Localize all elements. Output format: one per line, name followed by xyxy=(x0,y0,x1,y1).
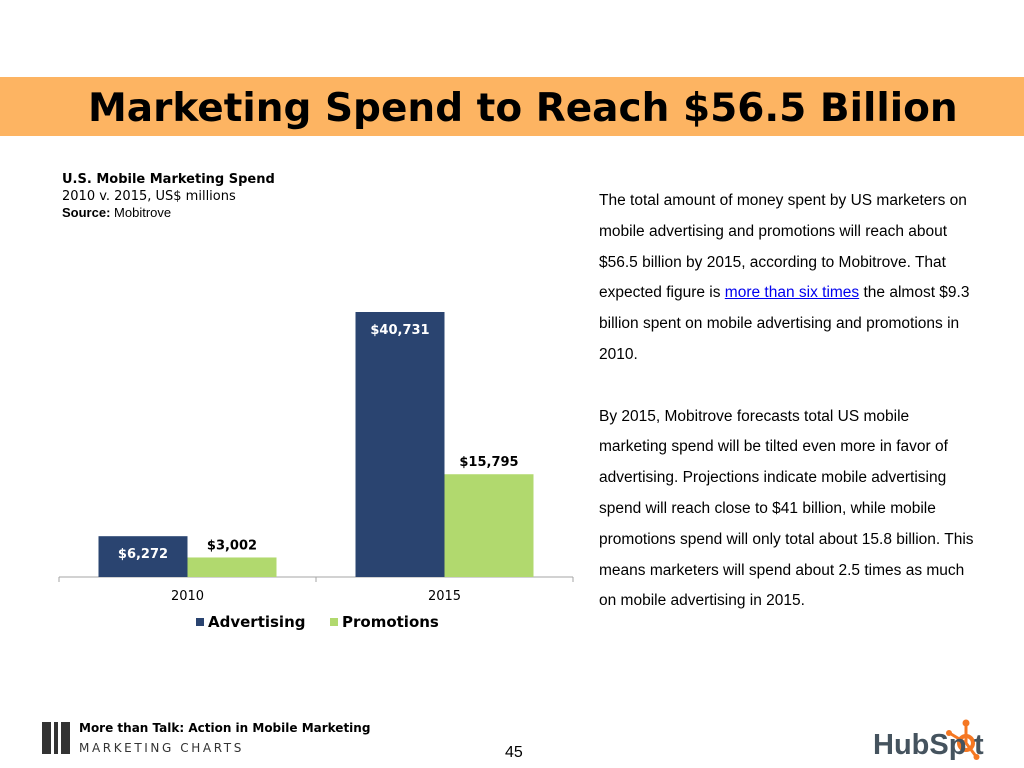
legend-label-promotions: Promotions xyxy=(342,613,439,631)
paragraph-1: The total amount of money spent by US ma… xyxy=(599,186,979,371)
paragraph-1-end: the almost $9.3 billion spent on mobile … xyxy=(599,284,970,363)
legend-label-advertising: Advertising xyxy=(208,613,306,631)
hubspot-sprocket-icon xyxy=(946,719,980,760)
bar-advertising-2015 xyxy=(355,312,445,577)
bar-advertising-2010 xyxy=(98,536,188,577)
hubspot-text-a: HubSp xyxy=(873,729,966,761)
chart-header: U.S. Mobile Marketing Spend 2010 v. 2015… xyxy=(62,172,275,221)
logo-bar-3 xyxy=(61,722,70,754)
data-label: $6,272 xyxy=(118,547,168,562)
paragraph-1-start: The total amount of money spent by US ma… xyxy=(599,192,967,302)
bar-promotions-2010 xyxy=(187,557,277,577)
marketing-charts-logo-icon xyxy=(42,722,72,754)
data-label: $40,731 xyxy=(370,323,429,338)
data-label: $3,002 xyxy=(207,538,257,553)
source-label: Source: xyxy=(62,205,111,220)
title-band xyxy=(0,77,1024,136)
bar-promotions-2015 xyxy=(444,474,534,577)
chart-subtitle: 2010 v. 2015, US$ millions xyxy=(62,189,236,204)
x-tick-label: 2010 xyxy=(171,589,204,604)
logo-bar-1 xyxy=(42,722,51,754)
logo-bar-2 xyxy=(54,722,58,754)
more-than-six-times-link[interactable]: more than six times xyxy=(724,284,860,302)
paragraph-2: By 2015, Mobitrove forecasts total US mo… xyxy=(599,407,974,610)
slide-title: Marketing Spend to Reach $56.5 Billion xyxy=(88,86,958,131)
page-number: 45 xyxy=(505,744,523,761)
source-value: Mobitrove xyxy=(114,205,172,220)
x-tick-label: 2015 xyxy=(428,589,461,604)
chart-title: U.S. Mobile Marketing Spend xyxy=(62,172,275,187)
bar-chart: $6,272 $3,002 2010 $40,731 $15,795 2015 Advert… xyxy=(58,312,574,631)
hubspot-text-b: t xyxy=(974,729,984,761)
legend-swatch-advertising xyxy=(196,618,204,626)
data-label: $15,795 xyxy=(459,455,518,470)
legend-swatch-promotions xyxy=(330,618,338,626)
body-text: The total amount of money spent by US ma… xyxy=(599,186,979,617)
hubspot-logo: HubSp t xyxy=(873,719,984,761)
paragraph-gap xyxy=(599,371,979,402)
chart-source: Source: Mobitrove xyxy=(62,205,275,221)
footer-brand: MARKETING CHARTS xyxy=(79,741,244,755)
footer-tagline: More than Talk: Action in Mobile Marketi… xyxy=(79,721,371,735)
